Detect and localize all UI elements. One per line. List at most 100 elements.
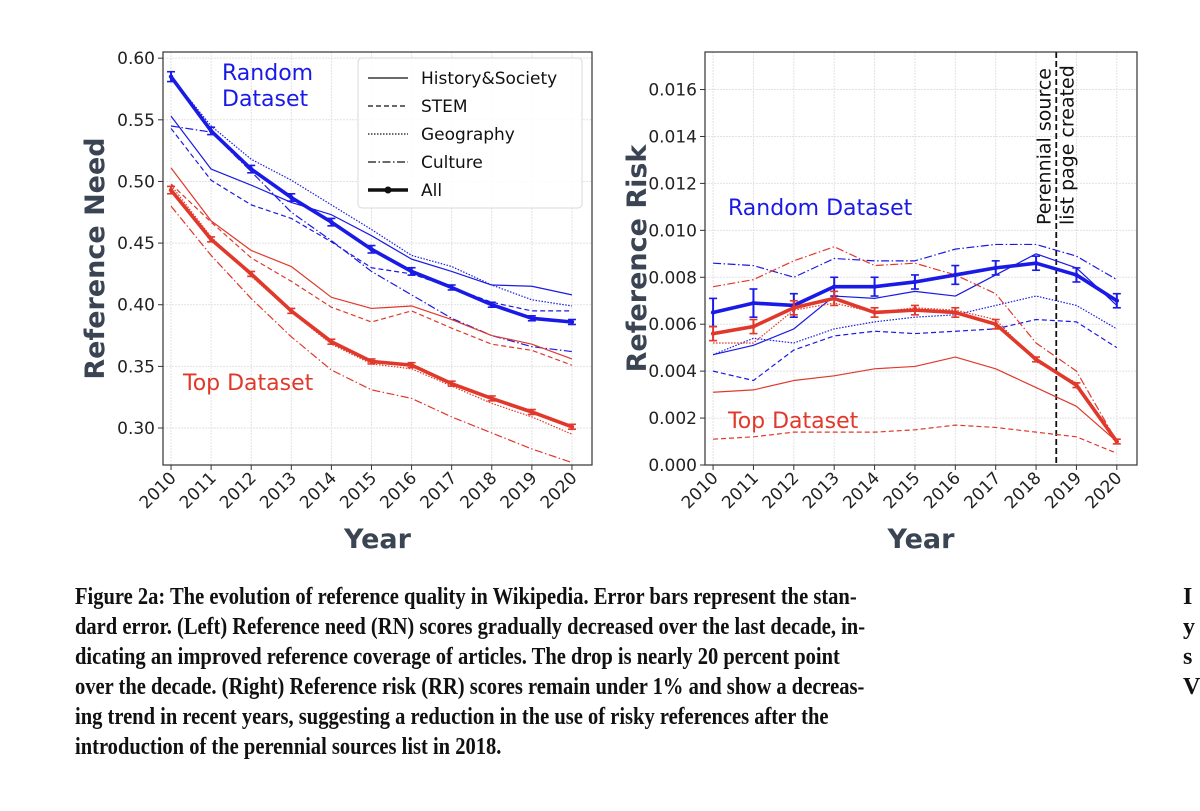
data-point xyxy=(249,166,254,172)
x-tick-label: 2019 xyxy=(1041,468,1086,513)
fragment: I xyxy=(1183,584,1193,610)
x-tick-label: 2017 xyxy=(960,468,1005,513)
series-line-random-stem xyxy=(712,318,1118,382)
y-tick-label: 0.40 xyxy=(117,296,155,316)
y-tick-label: 0.002 xyxy=(648,409,697,429)
x-tick-label: 2014 xyxy=(839,468,884,513)
caption-line: over the decade. (Right) Reference risk … xyxy=(75,674,865,700)
x-tick-label: 2017 xyxy=(416,468,461,513)
series-line-top-culture xyxy=(712,246,1118,442)
plot-frame xyxy=(704,51,1138,466)
data-point xyxy=(872,310,877,315)
series-line-top-stem xyxy=(713,424,1118,454)
series-line-random-stem xyxy=(170,128,572,312)
y-axis-title: Reference Risk xyxy=(622,144,653,373)
series-line-top-culture xyxy=(170,205,573,464)
legend-label: History&Society xyxy=(421,69,557,89)
data-point xyxy=(409,269,414,274)
x-tick-label: 2012 xyxy=(216,468,261,513)
series-line-random-history-society xyxy=(712,253,1118,356)
x-tick-label: 2016 xyxy=(920,468,965,513)
data-point xyxy=(872,284,877,289)
data-point xyxy=(710,310,716,315)
data-point xyxy=(1114,298,1120,303)
caption-line: dard error. (Left) Reference need (RN) s… xyxy=(75,614,866,640)
caption-line: Figure 2a: The evolution of reference qu… xyxy=(75,584,857,610)
data-point xyxy=(329,339,334,344)
caption-line: ing trend in recent years, suggesting a … xyxy=(75,704,829,730)
data-point xyxy=(953,310,958,315)
legend-label: STEM xyxy=(421,97,468,117)
x-axis-title: Year xyxy=(887,524,956,555)
data-point xyxy=(1033,357,1039,362)
data-point xyxy=(489,396,494,401)
series-line-top-history-society xyxy=(170,167,573,360)
dataset-annotation: Random xyxy=(222,61,313,86)
y-tick-label: 0.30 xyxy=(117,419,155,439)
data-point xyxy=(289,195,294,200)
x-tick-label: 2014 xyxy=(296,468,341,513)
left-chart: 0.30 0.35 0.40 0.45 0.50 0.55 0.60 201020112012… xyxy=(80,49,593,555)
fragment: s xyxy=(1183,644,1193,670)
data-point xyxy=(751,300,756,306)
data-point xyxy=(751,324,756,329)
data-point xyxy=(1074,272,1079,278)
series-line-top-geography xyxy=(713,302,1118,442)
data-point xyxy=(569,424,575,429)
series-line-top-stem xyxy=(170,183,573,366)
data-point xyxy=(449,285,454,290)
data-point xyxy=(791,305,797,310)
data-point xyxy=(569,319,575,325)
legend: History&Society STEM Geography Culture All xyxy=(357,57,583,209)
x-tick-label: 2015 xyxy=(336,468,381,513)
x-tick-label: 2015 xyxy=(880,468,925,513)
data-point xyxy=(1074,383,1079,388)
y-tick-label: 0.50 xyxy=(117,172,155,192)
plot-frame xyxy=(162,51,593,466)
x-tick-label: 2011 xyxy=(718,468,763,513)
fragment: y xyxy=(1183,614,1195,640)
y-tick-label: 0.016 xyxy=(648,81,697,101)
data-point xyxy=(168,74,174,79)
y-tick-label: 0.000 xyxy=(648,456,697,476)
vline-label: list page created xyxy=(1056,65,1078,225)
y-axis-title: Reference Need xyxy=(80,137,111,379)
data-point xyxy=(369,247,374,252)
x-tick-label: 2011 xyxy=(176,468,221,513)
data-point xyxy=(1114,439,1120,444)
y-tick-label: 0.010 xyxy=(648,221,697,241)
data-point xyxy=(208,128,214,134)
y-tick-label: 0.004 xyxy=(648,362,697,382)
y-tick-label: 0.012 xyxy=(648,174,697,194)
series-line-random-culture xyxy=(713,243,1118,281)
y-tick-label: 0.35 xyxy=(117,357,155,377)
x-tick-label: 2020 xyxy=(1082,468,1127,513)
x-tick-label: 2013 xyxy=(799,468,844,513)
x-tick-label: 2010 xyxy=(136,468,181,513)
data-point xyxy=(369,359,374,364)
y-tick-label: 0.014 xyxy=(648,127,697,147)
data-point xyxy=(249,271,254,277)
data-point xyxy=(409,362,414,368)
y-tick-label: 0.55 xyxy=(117,111,155,131)
legend-box xyxy=(357,57,583,209)
y-tick-label: 0.006 xyxy=(648,315,697,335)
x-tick-label: 2016 xyxy=(376,468,421,513)
fragment: V xyxy=(1183,674,1200,700)
dataset-annotation: Dataset xyxy=(222,87,309,112)
data-point xyxy=(329,219,334,225)
series-line-top-history-society xyxy=(713,356,1118,442)
legend-label: Geography xyxy=(421,125,515,145)
legend-label: All xyxy=(421,181,442,201)
data-point xyxy=(1033,260,1039,266)
x-tick-label: 2020 xyxy=(537,468,582,513)
y-tick-label: 0.60 xyxy=(117,49,155,69)
y-tick-label: 0.008 xyxy=(648,268,697,288)
legend-marker xyxy=(384,186,392,194)
x-tick-label: 2013 xyxy=(256,468,301,513)
data-point xyxy=(953,272,958,278)
x-axis-title: Year xyxy=(343,524,412,555)
dataset-annotation: Top Dataset xyxy=(182,371,314,396)
caption-line: introduction of the perennial sources li… xyxy=(75,734,502,760)
data-point xyxy=(529,316,535,321)
